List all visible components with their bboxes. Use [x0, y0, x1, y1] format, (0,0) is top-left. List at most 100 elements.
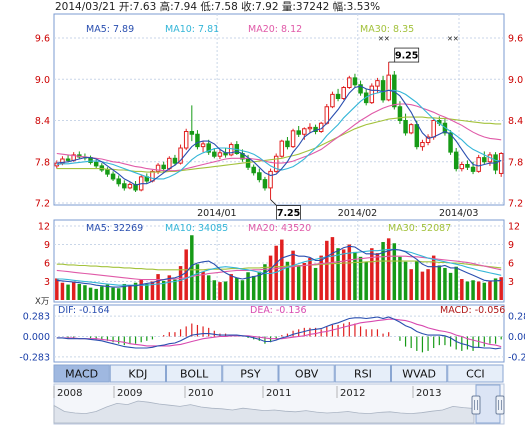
volume-bar	[426, 269, 430, 300]
volume-bar	[201, 271, 205, 300]
price-ytick-left: 9.0	[35, 75, 50, 86]
timeline-year-label: 2011	[266, 388, 291, 399]
indicator-tab-label[interactable]: RSI	[354, 368, 372, 381]
candle-body	[122, 183, 127, 189]
price-ytick-left: 7.8	[35, 157, 50, 168]
candle-body	[60, 158, 65, 164]
volume-bar	[302, 263, 307, 300]
timeline-year-label: 2009	[117, 388, 142, 399]
candle-body	[257, 172, 262, 181]
price-ytick-left: 9.6	[35, 34, 50, 45]
annotation-leader	[270, 199, 277, 206]
candle-body	[245, 158, 251, 168]
candle-body	[453, 151, 459, 170]
candle-body	[380, 80, 386, 101]
volume-bar	[156, 274, 160, 300]
volume-bar	[341, 249, 346, 300]
indicator-tab-rsi[interactable]	[334, 364, 391, 383]
quote-summary-header: 2014/03/21 开:7.63 高:7.94 低:7.58 收:7.92 量…	[55, 1, 381, 13]
timeline-year-label: 2008	[57, 388, 82, 399]
volume-bar	[386, 238, 391, 300]
volume-legend-ma10: MA10: 34085	[165, 223, 228, 234]
volume-bar	[145, 283, 149, 300]
candle-body	[116, 178, 121, 185]
indicator-tab-label[interactable]: PSY	[240, 368, 261, 381]
candle-body	[178, 147, 183, 164]
volume-bar	[364, 261, 368, 300]
candle-body	[105, 169, 110, 175]
indicator-tab-label[interactable]: WVAD	[402, 368, 436, 381]
volume-ytick-left: 9	[44, 240, 50, 251]
indicator-tab-label[interactable]: KDJ	[128, 368, 147, 381]
volume-bar	[493, 278, 498, 300]
candle-body	[189, 131, 195, 135]
volume-bar	[347, 244, 352, 300]
indicator-tab-macd[interactable]	[53, 364, 110, 383]
volume-bar	[235, 277, 239, 300]
volume-bar	[71, 281, 76, 300]
candle-body	[498, 153, 504, 174]
candle-body	[217, 152, 223, 157]
indicator-tab-wvad[interactable]	[391, 364, 448, 383]
volume-ma10-line	[56, 248, 502, 286]
candle-body	[251, 166, 256, 174]
timeline-drag-handle[interactable]	[471, 395, 481, 415]
timeline-drag-handle[interactable]	[495, 395, 505, 415]
macd-legend-macd: MACD: -0.056	[440, 305, 505, 316]
price-ytick-left: 7.2	[35, 199, 50, 210]
candle-body	[268, 170, 273, 189]
price-xtick: 2014/02	[338, 208, 377, 219]
price-ytick-right: 7.8	[508, 157, 523, 168]
candle-body	[341, 87, 346, 99]
volume-bar	[465, 281, 470, 300]
volume-bar	[499, 277, 503, 300]
price-legend-ma20: MA20: 8.12	[248, 24, 302, 35]
volume-bar	[150, 281, 155, 300]
macd-ytick-left: 0.283	[23, 312, 50, 323]
candle-body	[296, 130, 301, 135]
volume-bar	[437, 265, 442, 300]
candle-body	[161, 164, 166, 170]
candle-body	[200, 143, 206, 148]
candle-body	[476, 157, 481, 172]
candle-body	[65, 158, 71, 161]
volume-bar	[488, 281, 492, 300]
volume-bar	[246, 272, 250, 300]
candle-body	[347, 77, 352, 88]
volume-ytick-right: 12	[508, 222, 520, 233]
candle-body	[155, 164, 161, 172]
macd-ytick-right: 0.283	[508, 312, 525, 323]
indicator-tab-label[interactable]: CCI	[466, 368, 485, 381]
indicator-tab-label[interactable]: MACD	[65, 368, 98, 381]
indicator-tab-label[interactable]: OBV	[295, 368, 319, 381]
candle-body	[420, 142, 425, 148]
indicator-tab-kdj[interactable]	[109, 364, 166, 383]
indicator-tab-cci[interactable]	[447, 364, 504, 383]
price-legend-ma10: MA10: 7.81	[165, 24, 219, 35]
macd-ytick-right: 0.000	[508, 332, 525, 343]
macd-ytick-left: 0.000	[23, 332, 50, 343]
candle-body	[290, 130, 296, 148]
indicator-tab-psy[interactable]	[222, 364, 279, 383]
volume-bar	[476, 281, 481, 300]
indicator-tab-obv[interactable]	[278, 364, 335, 383]
volume-bar	[105, 284, 110, 300]
candle-body	[408, 124, 414, 134]
candle-body	[431, 120, 436, 138]
candle-body	[397, 106, 403, 121]
volume-ma30-line	[56, 260, 502, 271]
volume-bar	[251, 275, 256, 300]
volume-bar	[471, 280, 475, 300]
volume-bar	[431, 255, 436, 300]
volume-bar	[403, 261, 408, 300]
volume-bar	[398, 256, 402, 300]
volume-legend-ma30: MA30: 52087	[388, 223, 451, 234]
annotation-box	[394, 47, 420, 63]
indicator-tab-boll[interactable]	[166, 364, 223, 383]
indicator-tab-label[interactable]: BOLL	[180, 368, 209, 381]
volume-legend-ma5: MA5: 32269	[86, 223, 143, 234]
volume-bar	[420, 271, 425, 300]
volume-bar	[268, 255, 273, 300]
